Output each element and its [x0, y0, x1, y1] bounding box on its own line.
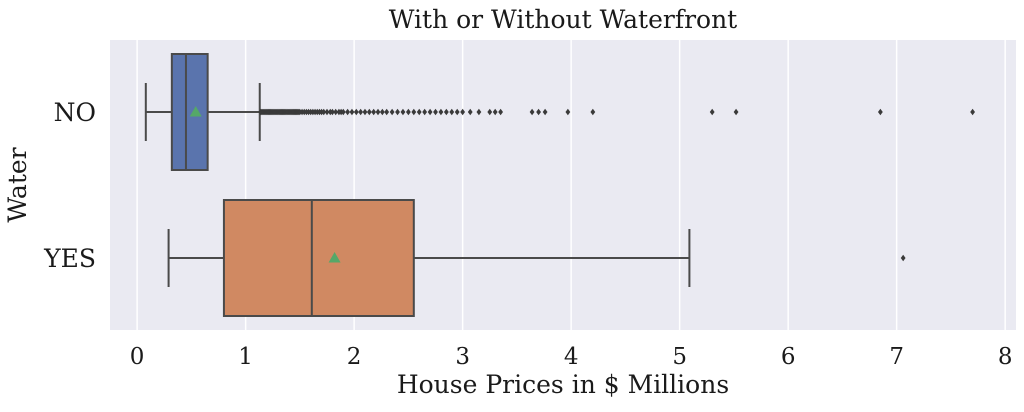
outlier-no-55 [345, 108, 351, 116]
x-axis-label: House Prices in $ Millions [397, 370, 729, 399]
mean-marker-yes [328, 252, 341, 263]
outlier-no-61 [371, 108, 377, 116]
outlier-no-63 [379, 108, 385, 116]
outlier-no-92 [970, 108, 975, 116]
outlier-no-74 [438, 108, 444, 116]
outlier-no-66 [395, 108, 400, 116]
x-tick-label-8: 8 [998, 344, 1013, 370]
y-tick-label-no: NO [54, 98, 96, 127]
outlier-no-84 [529, 108, 535, 116]
outlier-no-78 [460, 108, 466, 116]
outlier-yes-0 [900, 254, 906, 262]
grid-lines [136, 40, 1006, 330]
outlier-no-51 [333, 108, 339, 116]
outlier-no-56 [349, 108, 355, 116]
outlier-no-83 [498, 108, 504, 116]
outlier-no-70 [416, 108, 422, 116]
outlier-no-68 [405, 108, 411, 116]
box-yes [222, 199, 415, 317]
outlier-no-87 [565, 108, 571, 116]
box-no [170, 53, 209, 171]
outlier-no-77 [454, 108, 460, 116]
outlier-no-57 [353, 108, 359, 116]
outlier-no-58 [358, 108, 364, 116]
x-tick-label-6: 6 [781, 344, 796, 370]
x-tick-label-0: 0 [130, 344, 145, 370]
box-group-yes [167, 199, 906, 317]
outlier-no-81 [487, 108, 493, 116]
outlier-no-85 [536, 108, 541, 116]
outlier-no-69 [411, 108, 417, 116]
outlier-no-79 [467, 108, 473, 116]
outlier-no-60 [366, 108, 372, 116]
outlier-no-75 [443, 108, 449, 116]
outlier-no-48 [324, 108, 330, 116]
outlier-no-89 [709, 108, 715, 116]
y-tick-labels: NO YES [43, 98, 96, 273]
y-axis-label: Water [3, 147, 32, 222]
outlier-no-72 [427, 108, 433, 116]
outlier-no-86 [542, 108, 548, 116]
outlier-no-65 [389, 108, 395, 116]
x-tick-label-4: 4 [564, 344, 579, 370]
box-group-no [144, 53, 975, 171]
outlier-no-47 [321, 108, 327, 116]
outlier-no-91 [877, 108, 883, 116]
outlier-no-76 [449, 108, 455, 116]
outlier-no-59 [362, 108, 368, 116]
outlier-no-54 [340, 108, 346, 116]
outlier-no-50 [330, 108, 335, 116]
outlier-no-62 [375, 108, 381, 116]
outlier-no-88 [590, 108, 596, 116]
chart-title: With or Without Waterfront [389, 5, 737, 34]
x-tick-label-1: 1 [238, 344, 253, 370]
outlier-no-67 [400, 108, 406, 116]
mean-marker-no [189, 106, 202, 117]
y-tick-label-yes: YES [43, 244, 96, 273]
x-tick-label-3: 3 [455, 344, 470, 370]
outlier-no-64 [384, 108, 390, 116]
outlier-no-90 [733, 108, 739, 116]
x-tick-label-7: 7 [889, 344, 904, 370]
x-tick-labels: 0 1 2 3 4 5 6 7 8 [130, 344, 1013, 370]
x-tick-label-2: 2 [347, 344, 362, 370]
outlier-no-71 [422, 108, 428, 116]
outlier-no-73 [433, 108, 438, 116]
outlier-no-82 [492, 108, 498, 116]
outlier-no-80 [476, 108, 482, 116]
x-tick-label-5: 5 [672, 344, 687, 370]
boxes-layer [144, 53, 975, 317]
